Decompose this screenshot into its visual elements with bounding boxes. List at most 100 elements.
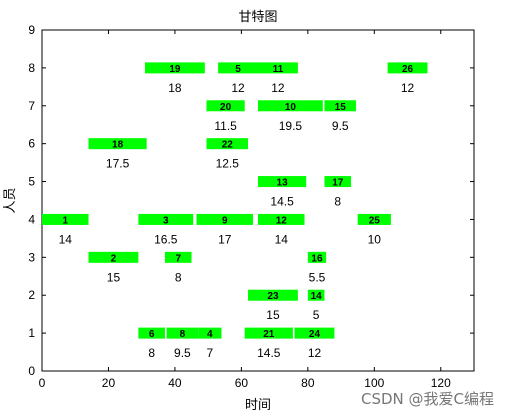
task-duration-label: 12.5	[216, 157, 240, 171]
task-bar-label: 7	[175, 253, 181, 264]
task-duration-label: 12	[271, 81, 285, 95]
x-tick-label: 40	[168, 376, 182, 390]
task-bar-label: 25	[369, 215, 381, 226]
task-duration-label: 9.5	[174, 346, 191, 360]
task-bar-label: 15	[335, 102, 347, 113]
task-bar	[357, 213, 391, 225]
task-duration-label: 19.5	[279, 119, 303, 133]
task-duration-label: 15	[266, 308, 280, 322]
task-duration-label: 17.5	[106, 157, 130, 171]
y-tick-label: 7	[28, 99, 35, 113]
task-duration-label: 8	[148, 346, 155, 360]
task-bar	[198, 327, 222, 339]
task-bar-label: 14	[311, 291, 323, 302]
x-tick-label: 80	[301, 376, 315, 390]
task-bar	[164, 251, 192, 263]
x-tick-label: 0	[39, 376, 46, 390]
x-axis-label: 时间	[245, 398, 271, 413]
task-duration-label: 14	[275, 232, 289, 246]
task-bar	[218, 62, 258, 74]
task-bar	[324, 100, 357, 112]
x-tick-label: 60	[235, 376, 249, 390]
task-bar	[258, 176, 307, 188]
task-bar	[258, 213, 305, 225]
y-tick-label: 2	[28, 288, 35, 302]
x-tick-label: 120	[431, 376, 451, 390]
y-tick-label: 3	[28, 250, 35, 264]
task-bar-label: 3	[163, 215, 169, 226]
task-bar	[196, 213, 254, 225]
task-bar-label: 22	[222, 140, 234, 151]
task-duration-label: 14.5	[257, 346, 281, 360]
task-bar	[138, 213, 194, 225]
task-duration-label: 12	[308, 346, 322, 360]
task-bar-label: 4	[207, 329, 213, 340]
task-bar-label: 2	[111, 253, 117, 264]
task-bar-label: 26	[402, 64, 414, 75]
task-bar	[258, 100, 323, 112]
task-duration-label: 10	[368, 232, 382, 246]
task-bar-label: 23	[267, 291, 279, 302]
y-tick-label: 5	[28, 175, 35, 189]
y-tick-label: 4	[28, 212, 35, 226]
y-tick-label: 1	[28, 326, 35, 340]
task-bar	[88, 138, 147, 150]
task-bar	[248, 289, 298, 301]
task-bar-label: 13	[277, 178, 289, 189]
task-bar-label: 16	[311, 253, 323, 264]
task-duration-label: 14	[59, 232, 73, 246]
y-tick-label: 8	[28, 61, 35, 75]
task-bar	[258, 62, 298, 74]
task-duration-label: 15	[107, 270, 121, 284]
task-bar	[294, 327, 335, 339]
task-duration-label: 8	[175, 270, 182, 284]
y-tick-label: 6	[28, 137, 35, 151]
task-duration-label: 5.5	[309, 270, 326, 284]
task-bar-label: 9	[222, 215, 228, 226]
task-bar	[307, 251, 327, 263]
task-bar	[88, 251, 139, 263]
task-bar-label: 6	[149, 329, 155, 340]
task-bar	[324, 176, 352, 188]
task-bar-label: 20	[220, 102, 232, 113]
task-duration-label: 17	[218, 232, 232, 246]
task-bar-label: 17	[332, 178, 344, 189]
task-duration-label: 9.5	[332, 119, 349, 133]
task-bar	[166, 327, 199, 339]
task-bar	[145, 62, 205, 74]
task-bar-label: 8	[180, 329, 186, 340]
task-bar-label: 10	[285, 102, 297, 113]
task-bar	[206, 100, 245, 112]
task-bar	[244, 327, 293, 339]
task-bar	[387, 62, 428, 74]
x-tick-label: 100	[364, 376, 384, 390]
task-duration-label: 5	[313, 308, 320, 322]
task-bar-label: 11	[273, 64, 284, 75]
x-tick-label: 20	[102, 376, 116, 390]
task-duration-label: 12	[231, 81, 245, 95]
task-bar-label: 19	[169, 64, 181, 75]
task-bar-label: 18	[112, 140, 124, 151]
task-bar	[42, 213, 89, 225]
task-bar-label: 12	[276, 215, 288, 226]
task-duration-label: 14.5	[270, 195, 294, 209]
task-duration-label: 11.5	[214, 119, 237, 133]
y-tick-label: 0	[28, 364, 35, 378]
task-bar-label: 5	[235, 64, 241, 75]
watermark: CSDN @我爱C编程	[360, 390, 494, 408]
task-duration-label: 7	[206, 346, 213, 360]
task-bar-label: 21	[263, 329, 275, 340]
task-bar	[307, 289, 325, 301]
chart-title: 甘特图	[238, 10, 277, 25]
task-duration-label: 12	[401, 81, 415, 95]
task-duration-label: 18	[168, 81, 182, 95]
y-tick-label: 9	[28, 23, 35, 37]
plot-area	[41, 29, 475, 372]
task-bar	[138, 327, 165, 339]
y-axis-label: 人员	[3, 187, 18, 213]
task-bar-label: 24	[309, 329, 321, 340]
task-bar	[206, 138, 249, 150]
task-duration-label: 8	[334, 195, 341, 209]
task-bar-label: 1	[62, 215, 68, 226]
